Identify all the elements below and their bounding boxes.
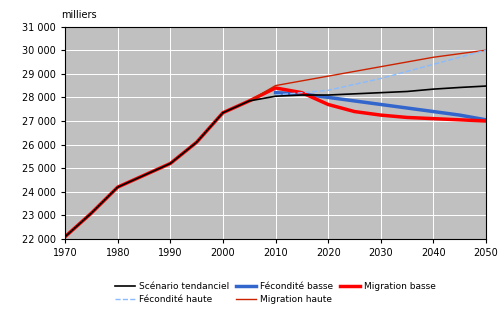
Legend: Scénario tendanciel, Fécondité haute, Fécondité basse, Migration haute, Migratio: Scénario tendanciel, Fécondité haute, Fé… xyxy=(116,282,435,304)
Text: milliers: milliers xyxy=(61,10,97,20)
